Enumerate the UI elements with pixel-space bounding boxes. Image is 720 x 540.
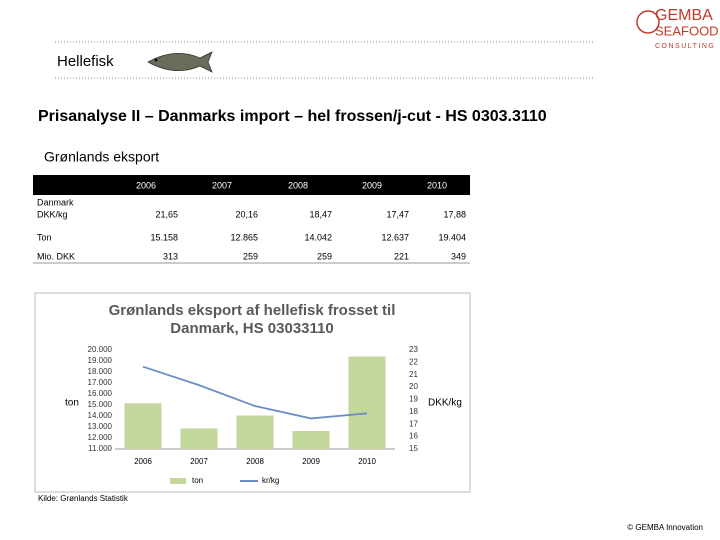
line [142, 365, 368, 420]
table-cell: 18,47 [309, 209, 332, 219]
bar [236, 415, 274, 449]
topic: Hellefisk [57, 53, 114, 70]
row-label: Ton [37, 232, 52, 242]
chart-title: Danmark, HS 03033110 [170, 320, 333, 337]
x-tick-label: 2007 [190, 457, 208, 466]
y-tick-label: 19.000 [88, 356, 113, 365]
table-cell: 259 [243, 251, 258, 261]
y2-tick-label: 23 [409, 345, 418, 354]
x-tick-label: 2009 [302, 457, 320, 466]
y-tick-label: 18.000 [88, 367, 113, 376]
table-header: 2006 [136, 180, 156, 190]
table-cell: 14.042 [304, 232, 332, 242]
table-cell: 259 [317, 251, 332, 261]
legend-label: ton [192, 476, 203, 485]
y-tick-label: 20.000 [88, 345, 113, 354]
y2-tick-label: 16 [409, 432, 418, 441]
bar [292, 430, 330, 449]
table-header: 2007 [212, 180, 232, 190]
y-tick-label: 14.000 [88, 411, 113, 420]
chart-title: Grønlands eksport af hellefisk frosset t… [109, 302, 396, 319]
row-label: DKK/kg [37, 209, 68, 219]
footer: © GEMBA Innovation [627, 523, 703, 532]
y2-tick-label: 18 [409, 407, 418, 416]
table-header: 2009 [362, 180, 382, 190]
y2-tick-label: 19 [409, 395, 418, 404]
slide-title: Prisanalyse II – Danmarks import – hel f… [38, 108, 547, 125]
table-header: 2008 [288, 180, 308, 190]
source: Kilde: Grønlands Statistik [38, 494, 129, 503]
logo: GEMBA SEAFOOD CONSULTING [636, 7, 719, 50]
table-cell: 12.865 [230, 232, 258, 242]
y-tick-label: 11.000 [88, 444, 112, 453]
table-cell: 15.158 [150, 232, 178, 242]
table-header: 2010 [427, 180, 447, 190]
table-cell: 349 [451, 251, 466, 261]
chart-frame [34, 292, 471, 493]
y2-tick-label: 17 [409, 419, 418, 428]
y-tick-label: 13.000 [88, 422, 113, 431]
y-tick-label: 17.000 [88, 378, 113, 387]
table-header-bar [33, 175, 470, 195]
x-tick-label: 2010 [358, 457, 376, 466]
x-tick-label: 2006 [134, 457, 152, 466]
y2-axis-label: DKK/kg [428, 398, 462, 409]
y2-tick-label: 15 [409, 444, 418, 453]
bar [124, 403, 162, 449]
y-tick-label: 15.000 [88, 400, 113, 409]
table-cell: 17,88 [443, 209, 466, 219]
y2-tick-label: 22 [409, 357, 418, 366]
subtitle: Grønlands eksport [44, 149, 159, 165]
y2-tick-label: 20 [409, 382, 418, 391]
row-label: Danmark [37, 197, 74, 207]
table-cell: 221 [394, 251, 409, 261]
bar [180, 428, 218, 449]
table-cell: 19.404 [438, 232, 466, 242]
legend-swatch [170, 478, 186, 484]
table-cell: 21,65 [155, 209, 178, 219]
bar [348, 356, 386, 449]
legend-label: kr/kg [262, 476, 279, 485]
table-cell: 20,16 [235, 209, 258, 219]
table-cell: 17,47 [386, 209, 409, 219]
table-cell: 12.637 [381, 232, 409, 242]
logo-tag: CONSULTING [655, 43, 715, 50]
logo-name: GEMBA [655, 7, 713, 24]
row-label: Mio. DKK [37, 251, 75, 261]
x-tick-label: 2008 [246, 457, 264, 466]
fish-icon [147, 51, 213, 73]
y-tick-label: 12.000 [88, 433, 113, 442]
table-cell: 313 [163, 251, 178, 261]
y-tick-label: 16.000 [88, 389, 113, 398]
y-axis-label: ton [65, 398, 79, 409]
y2-tick-label: 21 [409, 370, 418, 379]
logo-sub: SEAFOOD [655, 23, 719, 38]
